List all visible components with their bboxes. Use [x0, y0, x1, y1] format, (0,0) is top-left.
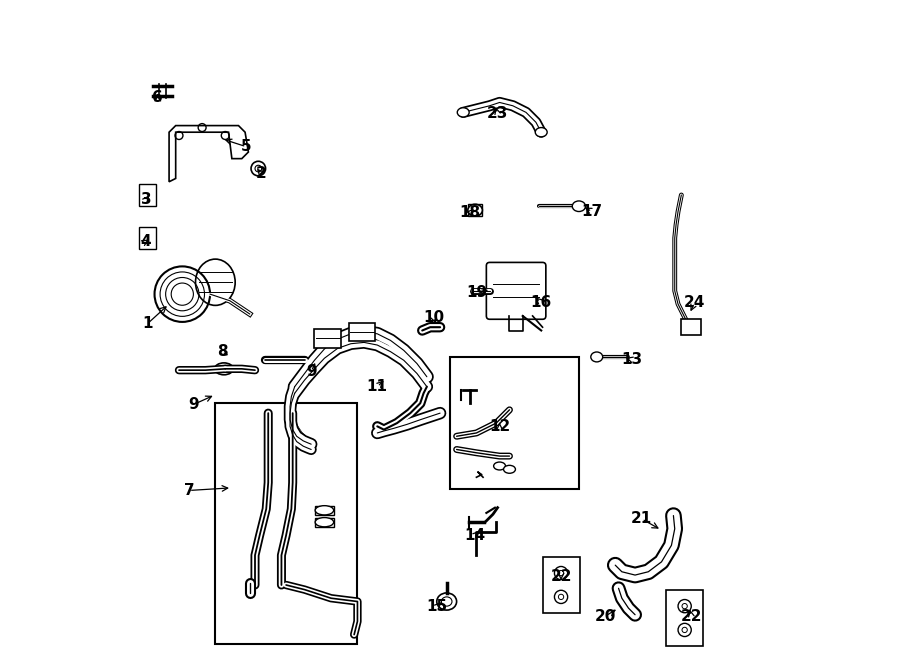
Text: 20: 20	[595, 609, 616, 623]
FancyBboxPatch shape	[543, 557, 580, 613]
FancyBboxPatch shape	[139, 227, 156, 249]
Text: 23: 23	[487, 106, 508, 121]
Ellipse shape	[503, 465, 516, 473]
Ellipse shape	[493, 462, 506, 470]
FancyBboxPatch shape	[666, 590, 703, 646]
Text: 4: 4	[140, 234, 151, 249]
Bar	[450, 357, 579, 489]
Text: 14: 14	[464, 528, 486, 543]
Polygon shape	[169, 126, 248, 182]
Text: 12: 12	[489, 419, 510, 434]
Ellipse shape	[441, 597, 452, 606]
Ellipse shape	[558, 570, 563, 576]
Ellipse shape	[590, 352, 603, 362]
Ellipse shape	[536, 128, 547, 137]
Text: 17: 17	[581, 204, 603, 219]
Text: 22: 22	[680, 609, 702, 623]
FancyBboxPatch shape	[139, 184, 156, 206]
Bar	[318, 330, 331, 340]
FancyBboxPatch shape	[681, 319, 700, 335]
Text: 10: 10	[423, 310, 444, 325]
Ellipse shape	[682, 627, 688, 633]
Text: 24: 24	[684, 295, 706, 310]
Ellipse shape	[436, 593, 456, 610]
FancyBboxPatch shape	[349, 323, 375, 341]
Ellipse shape	[554, 566, 568, 580]
Text: 5: 5	[241, 139, 252, 154]
Text: 8: 8	[217, 344, 228, 359]
Ellipse shape	[215, 363, 233, 375]
Ellipse shape	[315, 518, 334, 527]
Text: 15: 15	[427, 600, 447, 614]
Ellipse shape	[558, 594, 563, 600]
Text: 3: 3	[140, 192, 151, 207]
Ellipse shape	[682, 603, 688, 609]
Ellipse shape	[315, 506, 334, 515]
Bar	[468, 204, 482, 216]
Ellipse shape	[468, 204, 482, 216]
Ellipse shape	[678, 623, 691, 637]
Bar	[215, 403, 357, 644]
FancyBboxPatch shape	[486, 262, 545, 319]
Text: 22: 22	[550, 569, 572, 584]
Text: 9: 9	[188, 397, 199, 412]
Ellipse shape	[457, 108, 469, 117]
Bar	[315, 518, 334, 527]
Ellipse shape	[554, 590, 568, 603]
Text: 16: 16	[530, 295, 551, 309]
Text: 6: 6	[152, 91, 163, 105]
Text: 7: 7	[184, 483, 194, 498]
Bar	[364, 332, 377, 342]
Ellipse shape	[255, 165, 262, 172]
Ellipse shape	[572, 201, 586, 212]
Text: 18: 18	[459, 206, 481, 220]
Text: 21: 21	[631, 512, 652, 526]
Ellipse shape	[195, 259, 235, 305]
Text: 19: 19	[466, 285, 487, 299]
Text: 11: 11	[367, 379, 388, 394]
Ellipse shape	[310, 355, 326, 366]
FancyBboxPatch shape	[314, 329, 341, 348]
Text: 2: 2	[256, 167, 267, 181]
Bar	[315, 506, 334, 515]
Text: 1: 1	[142, 317, 152, 331]
Text: 9: 9	[306, 364, 317, 379]
Ellipse shape	[678, 600, 691, 613]
Text: 13: 13	[621, 352, 643, 367]
Ellipse shape	[251, 161, 266, 176]
